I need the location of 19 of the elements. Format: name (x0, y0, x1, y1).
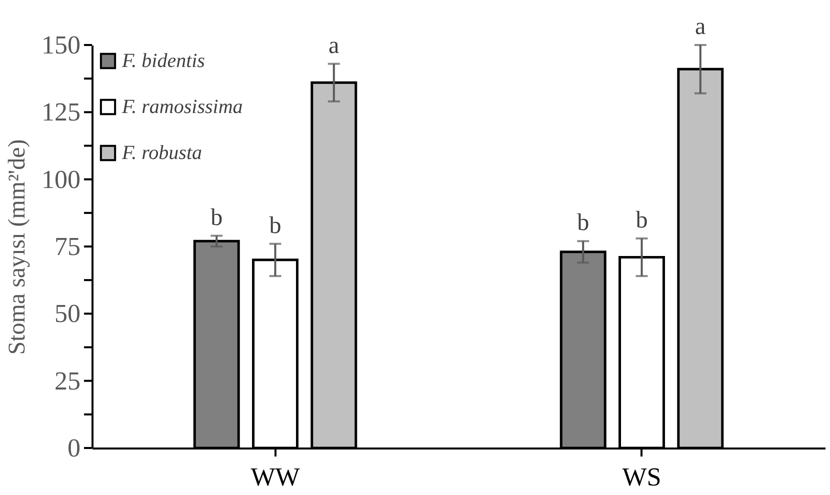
x-tick-label: WS (622, 462, 662, 492)
data-label: b (577, 210, 590, 236)
data-label: b (210, 204, 223, 231)
data-label: b (636, 207, 648, 234)
y-tick-label: 150 (42, 30, 80, 60)
y-tick-label: 0 (68, 434, 80, 462)
y-tick-label: 125 (42, 98, 80, 127)
y-tick-label: 25 (54, 366, 80, 396)
legend-label: F. ramosissima (121, 96, 243, 118)
data-label: a (328, 32, 340, 59)
data-label: a (695, 14, 706, 40)
legend-label: F. bidentis (121, 50, 206, 72)
y-tick-label: 100 (42, 164, 80, 194)
y-tick-label: 75 (54, 232, 80, 261)
y-axis-title: Stoma sayısı (mm²'de) (4, 139, 30, 355)
x-tick-label: WW (250, 462, 300, 492)
data-label: b (269, 212, 282, 239)
y-tick-label: 50 (54, 299, 80, 328)
legend-label: F. robusta (121, 142, 202, 164)
